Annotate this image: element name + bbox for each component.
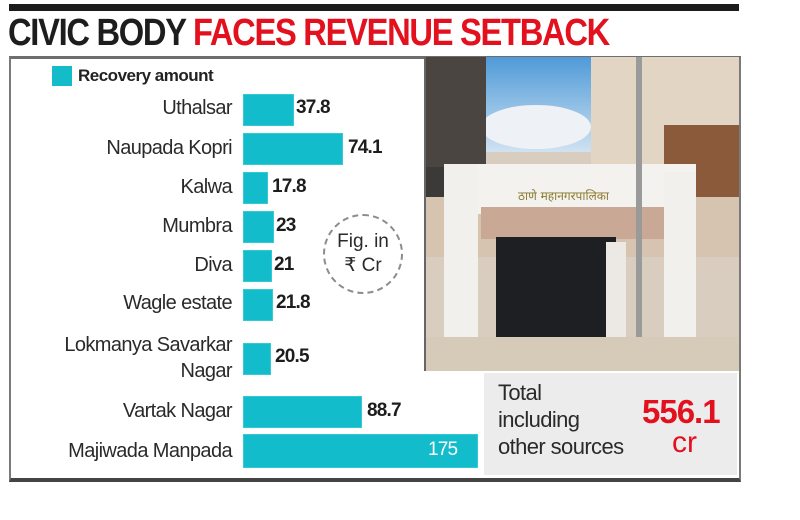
total-value: 556.1 <box>642 393 721 430</box>
bar-uthalsar <box>243 94 294 126</box>
bar-diva <box>243 250 272 282</box>
bar-wagle-estate <box>243 289 273 321</box>
building-illustration: ठाणे महानगरपालिका <box>426 57 739 371</box>
value-label: 74.1 <box>348 137 383 158</box>
units-line1: Fig. in <box>337 231 389 252</box>
building-photo: ठाणे महानगरपालिका <box>424 57 739 371</box>
bar-kalwa <box>243 172 268 204</box>
legend: Recovery amount <box>52 66 214 86</box>
category-label: Lokmanya Savarkar <box>64 334 232 356</box>
category-label: Mumbra <box>162 215 232 237</box>
headline: CIVIC BODY FACES REVENUE SETBACK <box>8 10 610 56</box>
total-caption-line2: including <box>498 407 580 432</box>
category-label: Kalwa <box>180 176 233 198</box>
top-rule <box>9 4 739 11</box>
value-label: 21.8 <box>276 292 311 313</box>
value-label: 175 <box>428 439 458 460</box>
total-caption-line3: other sources <box>498 434 624 459</box>
value-label: 23 <box>276 215 296 236</box>
value-label: 88.7 <box>367 400 402 421</box>
category-label: Uthalsar <box>162 97 232 119</box>
category-label: Diva <box>194 254 232 276</box>
total-caption-line1: Total <box>498 380 542 405</box>
category-label: Naupada Kopri <box>106 137 232 159</box>
units-badge: Fig. in ₹ Cr <box>323 214 403 294</box>
value-label: 37.8 <box>296 97 331 118</box>
total-panel: Total including other sources 556.1 cr <box>484 373 737 475</box>
value-label: 17.8 <box>272 176 307 197</box>
value-label: 20.5 <box>275 346 310 367</box>
units-line2: ₹ Cr <box>344 255 382 276</box>
category-label-line2: Nagar <box>180 360 233 382</box>
category-label: Majiwada Manpada <box>68 440 232 462</box>
bar-mumbra <box>243 211 274 243</box>
category-label: Wagle estate <box>123 292 232 314</box>
building-sign: ठाणे महानगरपालिका <box>518 189 610 203</box>
total-unit: cr <box>672 426 697 459</box>
legend-label: Recovery amount <box>78 66 214 85</box>
bar-naupada-kopri <box>243 133 343 165</box>
headline-part2: FACES REVENUE SETBACK <box>192 12 610 54</box>
headline-part1: CIVIC BODY <box>8 12 186 54</box>
bar-lokmanya-savarkar-nagar <box>243 343 271 375</box>
bar-majiwada-manpada <box>243 434 478 468</box>
total-caption: Total including other sources <box>498 379 624 460</box>
bar-vartak-nagar <box>243 396 362 428</box>
value-label: 21 <box>274 254 294 275</box>
category-label: Vartak Nagar <box>122 400 233 422</box>
legend-swatch <box>52 66 72 86</box>
